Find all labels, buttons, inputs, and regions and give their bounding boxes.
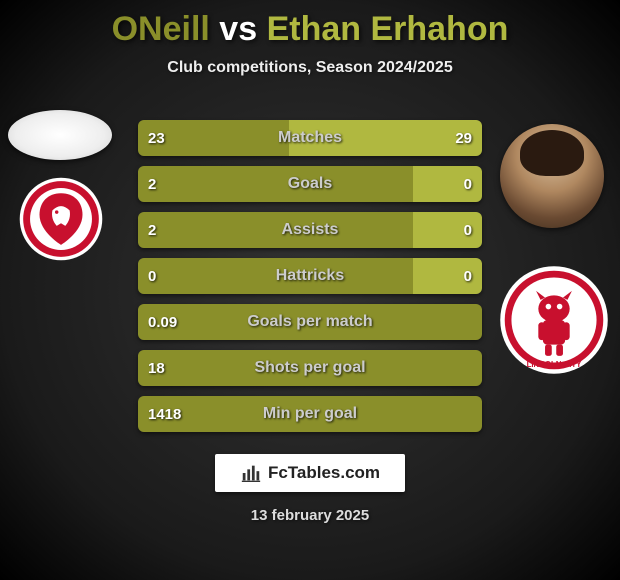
stat-label: Min per goal (138, 396, 482, 432)
chart-icon (240, 462, 262, 484)
player-left-avatar-placeholder (8, 110, 112, 160)
stat-row: Matches23 29 (138, 120, 482, 156)
stat-label: Goals (138, 166, 482, 202)
stat-value-right: 0 (464, 166, 472, 202)
club-left-crest (18, 176, 104, 262)
stat-label: Hattricks (138, 258, 482, 294)
stat-value-left: 2 (148, 212, 156, 248)
stat-row: Min per goal1418 (138, 396, 482, 432)
stat-value-right: 0 (464, 212, 472, 248)
stat-row: Goals per match0.09 (138, 304, 482, 340)
player-left-name: ONeill (112, 10, 210, 48)
stat-label: Shots per goal (138, 350, 482, 386)
stat-row: Shots per goal18 (138, 350, 482, 386)
stat-bars: Matches2329Goals20Assists20Hattricks00Go… (138, 120, 482, 442)
stat-row: Goals2 0 (138, 166, 482, 202)
stat-value-left: 0.09 (148, 304, 177, 340)
stat-value-left: 23 (148, 120, 165, 156)
comparison-title: ONeill vs Ethan Erhahon (0, 0, 620, 49)
stat-value-left: 1418 (148, 396, 181, 432)
stat-value-right: 0 (464, 258, 472, 294)
player-right-name: Ethan Erhahon (267, 10, 509, 48)
stat-row: Hattricks0 0 (138, 258, 482, 294)
stat-label: Goals per match (138, 304, 482, 340)
player-right-avatar (500, 124, 604, 228)
club-right-crest: LINCOLN CITY (498, 264, 610, 376)
watermark-badge: FcTables.com (215, 454, 405, 492)
stat-value-left: 18 (148, 350, 165, 386)
stat-label: Assists (138, 212, 482, 248)
stat-value-left: 2 (148, 166, 156, 202)
stat-value-right: 29 (455, 120, 472, 156)
stat-label: Matches (138, 120, 482, 156)
season-subtitle: Club competitions, Season 2024/2025 (0, 59, 620, 77)
svg-text:LINCOLN CITY: LINCOLN CITY (527, 360, 583, 369)
stat-row: Assists2 0 (138, 212, 482, 248)
stat-value-left: 0 (148, 258, 156, 294)
vs-separator: vs (210, 10, 267, 48)
watermark-text: FcTables.com (268, 463, 380, 483)
comparison-date: 13 february 2025 (0, 507, 620, 524)
